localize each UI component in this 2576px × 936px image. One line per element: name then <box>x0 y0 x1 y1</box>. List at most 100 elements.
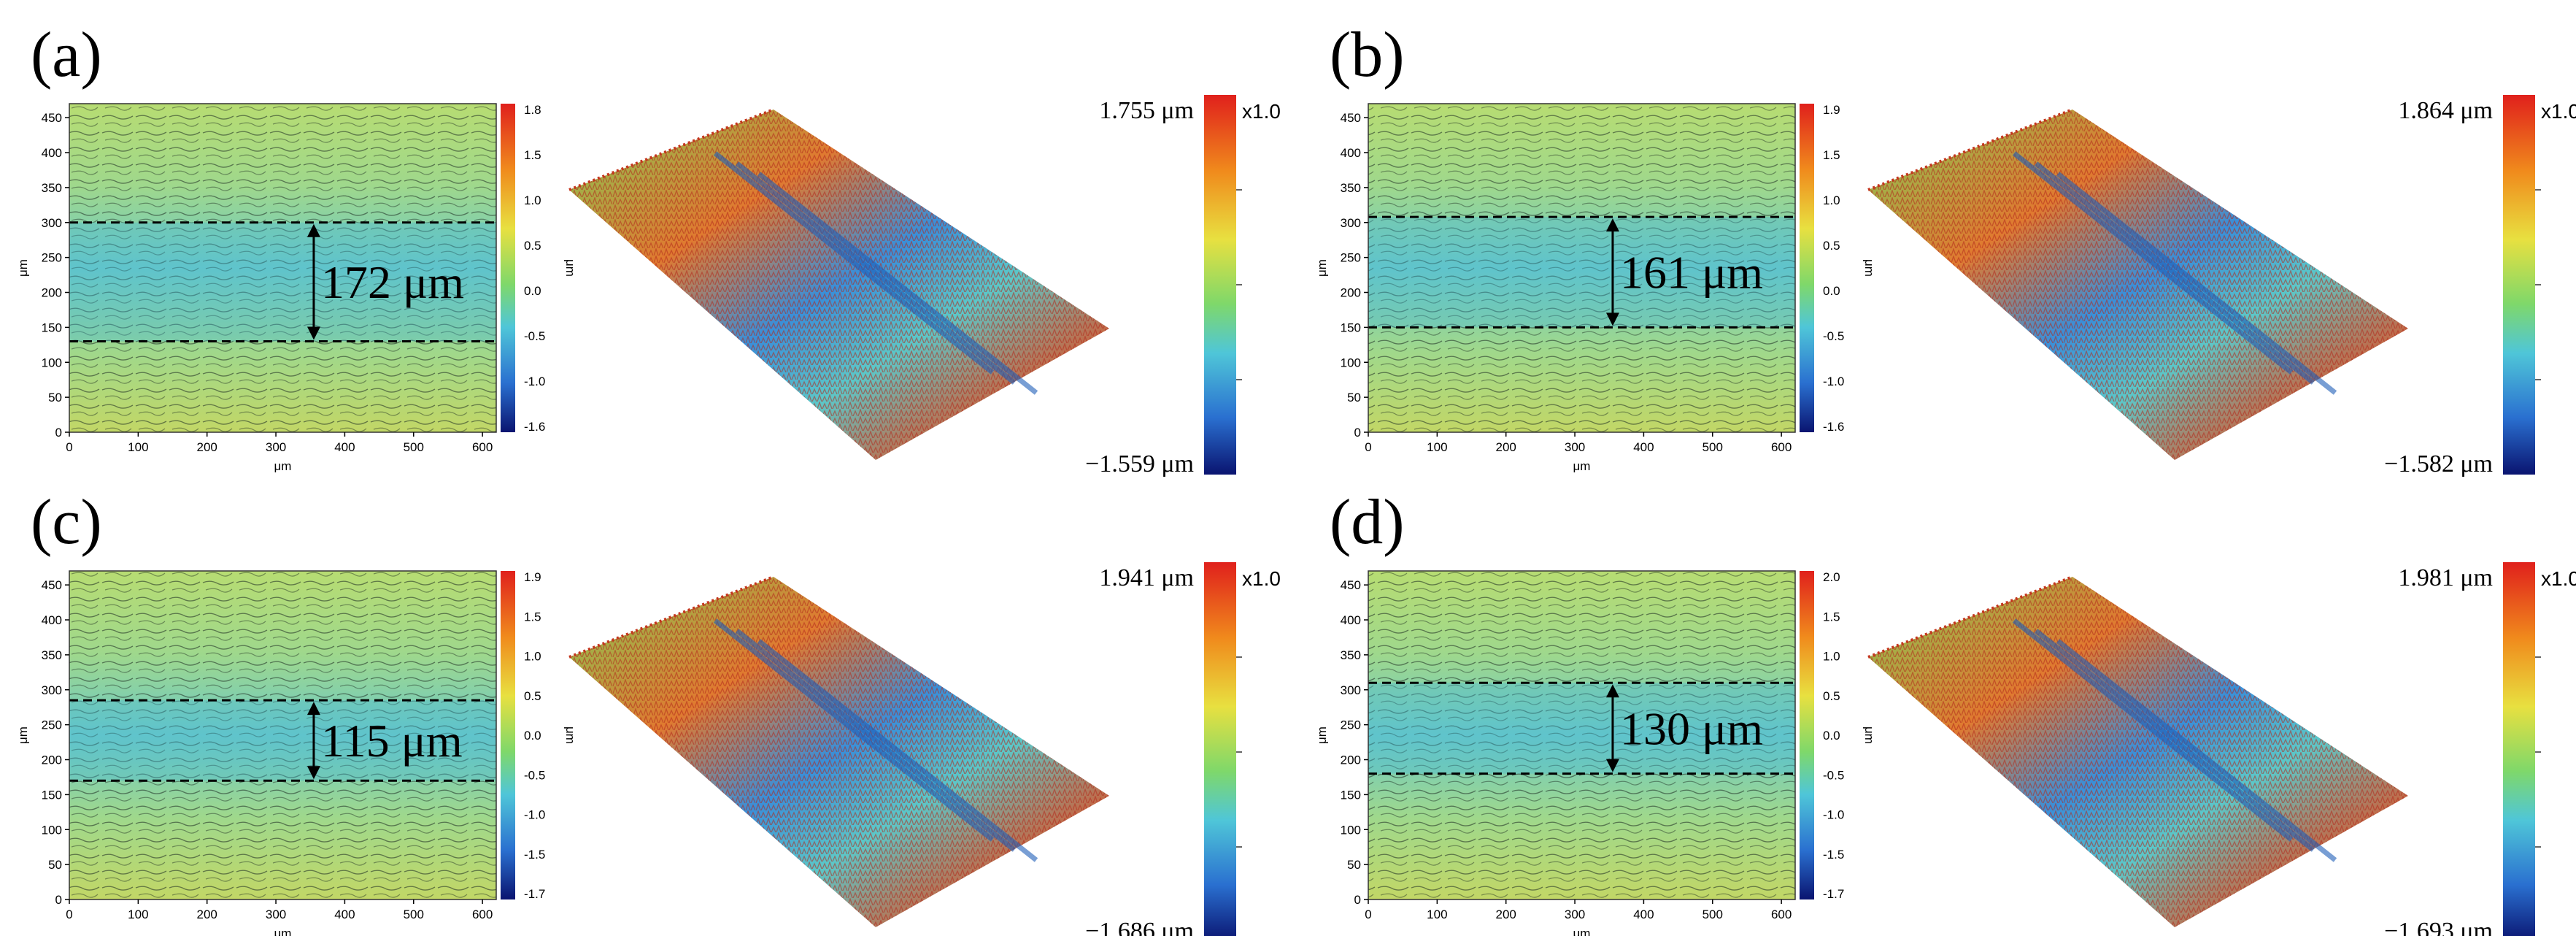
surface-peak-ridge <box>568 108 774 191</box>
y-tick-label: 0 <box>55 893 62 907</box>
wear-groove <box>713 618 995 842</box>
x-tick-label: 600 <box>472 440 493 454</box>
x-tick-label: 600 <box>1771 908 1792 921</box>
min-height-label: −1.559 μm <box>1085 450 1194 477</box>
surface-map-texture <box>1368 571 1795 899</box>
x-axis-title: μm <box>274 927 292 936</box>
colorbar-tick-label: -1.0 <box>1823 808 1844 822</box>
map-frame <box>1368 103 1796 433</box>
x-tick-label: 0 <box>1365 908 1371 921</box>
colorbar-tick-label: 0.0 <box>524 729 541 743</box>
y-tick-label: 300 <box>42 683 62 697</box>
map-frame <box>69 570 497 900</box>
wear-track-band <box>1368 683 1795 774</box>
y-tick-label: 0 <box>55 426 62 440</box>
colorbar-tick-label: -1.0 <box>524 808 545 822</box>
x-tick-label: 400 <box>1633 908 1654 921</box>
y-tick-label: 150 <box>42 321 62 334</box>
y-tick-label: 300 <box>1341 216 1361 230</box>
y-tick-label: 250 <box>1341 251 1361 265</box>
colorbar-tick-label: 1.8 <box>524 103 541 117</box>
map-colorbar <box>501 571 515 899</box>
arrow-head-down <box>306 326 320 340</box>
x-tick-label: 300 <box>266 440 286 454</box>
x-tick-label: 200 <box>1496 440 1516 454</box>
wear-groove <box>2012 618 2294 842</box>
panel-label: (d) <box>1330 487 1405 558</box>
y-tick-label: 100 <box>42 823 62 837</box>
track-width-label: 172 μm <box>321 256 464 308</box>
colorbar-tick-label: 1.0 <box>1823 193 1840 207</box>
y-tick-label: 150 <box>42 788 62 802</box>
y-tick-label: 100 <box>42 356 62 369</box>
wear-groove <box>2056 639 2337 862</box>
min-height-label: −1.693 μm <box>2384 918 2493 936</box>
y-tick-label: 200 <box>1341 753 1361 767</box>
surface-3d-peaks <box>569 110 1109 460</box>
x-tick-label: 300 <box>1565 440 1585 454</box>
wear-track-band <box>69 700 496 781</box>
y-axis-title: μm <box>16 726 30 744</box>
colorbar-tick-label: 0.5 <box>524 689 541 703</box>
wear-groove <box>757 639 1038 862</box>
track-width-label: 115 μm <box>321 715 463 767</box>
x-tick-label: 500 <box>404 908 424 921</box>
colorbar-tick-label: -1.6 <box>1823 420 1844 434</box>
arrow-head-up <box>306 223 320 237</box>
max-height-label: 1.755 μm <box>1099 97 1194 124</box>
x-axis-title: μm <box>1573 459 1591 473</box>
x-tick-label: 100 <box>128 440 148 454</box>
y-tick-label: 50 <box>1347 391 1361 404</box>
scale-factor-label: x1.0 <box>2541 567 2576 590</box>
y-tick-label: 150 <box>1341 321 1361 334</box>
wear-groove <box>2034 161 2315 385</box>
wear-groove <box>757 172 1038 395</box>
x-tick-label: 0 <box>66 908 72 921</box>
arrow-head-down <box>1605 312 1619 326</box>
y-tick-label: 400 <box>42 613 62 627</box>
colorbar-tick-label: -0.5 <box>524 329 545 343</box>
y-axis-title: μm <box>16 259 30 277</box>
x-tick-label: 400 <box>1633 440 1654 454</box>
surface-map-texture <box>1368 104 1795 432</box>
x-tick-label: 400 <box>334 440 355 454</box>
x-tick-label: 500 <box>1702 440 1723 454</box>
colorbar-tick-label: -1.7 <box>524 887 545 901</box>
y-tick-label: 50 <box>48 391 62 404</box>
colorbar-tick-label: -0.5 <box>1823 329 1844 343</box>
map-colorbar <box>501 104 515 432</box>
arrow-head-up <box>1605 684 1619 698</box>
max-height-label: 1.864 μm <box>2398 97 2493 124</box>
x-tick-label: 600 <box>472 908 493 921</box>
colorbar-tick-label: 1.0 <box>524 650 541 664</box>
y-tick-label: 200 <box>1341 286 1361 300</box>
x-tick-label: 300 <box>1565 908 1585 921</box>
x-tick-label: 500 <box>404 440 424 454</box>
y-axis-title: μm <box>1315 726 1329 744</box>
x-tick-label: 100 <box>1427 908 1447 921</box>
y-tick-label: 300 <box>1341 683 1361 697</box>
colorbar-axis-title: μm <box>563 259 577 277</box>
colorbar-tick-label: 0.5 <box>1823 689 1840 703</box>
y-tick-label: 350 <box>1341 648 1361 662</box>
colorbar-tick-label: 1.5 <box>524 610 541 624</box>
y-tick-label: 400 <box>42 146 62 160</box>
wear-track-band <box>1368 217 1795 328</box>
x-tick-label: 100 <box>1427 440 1447 454</box>
colorbar-tick-label: -1.0 <box>1823 375 1844 388</box>
y-tick-label: 450 <box>42 111 62 125</box>
colorbar-tick-label: -1.0 <box>524 375 545 388</box>
panel-b: (b) 161 μm 0 100 200 300 400 500 600 μm 0 50 100 150 2… <box>1315 20 2576 477</box>
scale-factor-label: x1.0 <box>1242 567 1281 590</box>
colorbar-tick-label: -0.5 <box>1823 768 1844 782</box>
colorbar-tick-label: 0.0 <box>1823 729 1840 743</box>
colorbar-tick-label: -1.6 <box>524 420 545 434</box>
colorbar-axis-title: μm <box>1862 259 1876 277</box>
arrow-head-down <box>306 766 320 780</box>
colorbar-tick-label: -1.5 <box>524 848 545 862</box>
map-colorbar <box>1800 104 1814 432</box>
x-tick-label: 500 <box>1702 908 1723 921</box>
wear-groove <box>2056 172 2337 395</box>
x-axis-title: μm <box>274 459 292 473</box>
